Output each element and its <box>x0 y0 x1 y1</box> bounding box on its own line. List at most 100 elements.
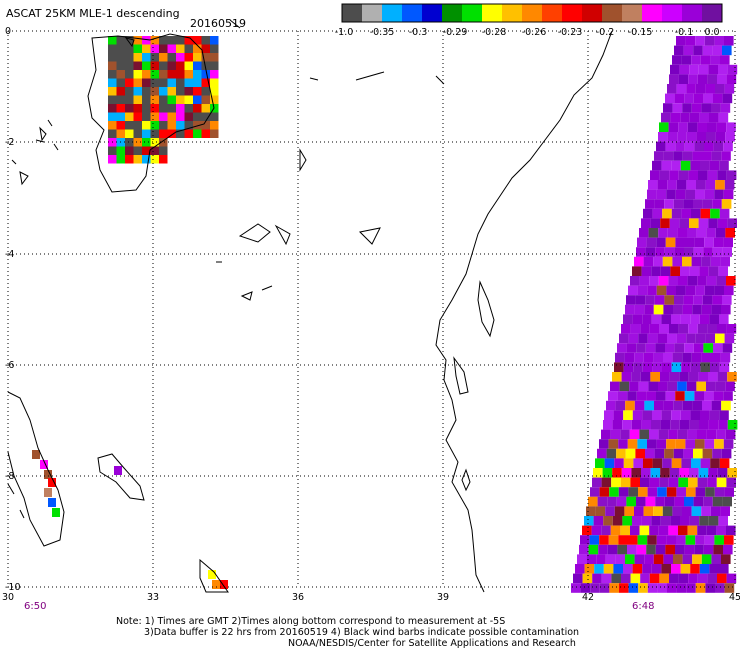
data-cell <box>669 573 679 584</box>
data-cell <box>627 391 637 401</box>
data-cell <box>589 535 600 545</box>
data-cell <box>670 516 680 526</box>
longitude-label: 45 <box>729 592 740 603</box>
data-cell <box>620 525 630 536</box>
data-cell <box>125 104 134 113</box>
data-cell <box>652 160 662 171</box>
data-cell <box>167 95 176 104</box>
data-cell <box>688 372 699 382</box>
data-cell <box>675 237 685 248</box>
data-cell <box>604 458 615 468</box>
data-cell <box>159 155 168 164</box>
data-cell <box>714 487 725 497</box>
data-cell <box>727 468 737 478</box>
data-cell <box>125 70 134 79</box>
data-cell <box>648 228 659 238</box>
data-cell <box>667 84 677 94</box>
colorbar-swatch <box>702 4 723 22</box>
colorbar-swatch <box>362 4 383 22</box>
data-cell <box>142 44 151 53</box>
data-cell <box>605 554 616 564</box>
colorbar-swatch <box>582 4 603 22</box>
data-cell <box>653 554 664 564</box>
data-cell <box>708 266 719 276</box>
data-cell <box>684 93 694 104</box>
data-cell <box>716 122 727 132</box>
data-cell <box>159 95 168 104</box>
data-cell <box>116 129 125 138</box>
data-cell <box>636 247 646 257</box>
data-cell <box>660 218 670 228</box>
data-cell <box>193 121 202 130</box>
data-cell <box>116 95 125 104</box>
data-cell <box>672 506 682 516</box>
data-cell <box>150 78 159 87</box>
data-cell <box>704 189 715 200</box>
data-cell <box>722 343 733 353</box>
data-cell <box>691 352 702 363</box>
data-cell <box>613 410 624 420</box>
data-cell <box>713 343 723 353</box>
data-cell <box>707 477 717 488</box>
data-cell <box>193 78 202 87</box>
data-cell <box>699 420 709 430</box>
data-cell <box>659 477 669 488</box>
data-cell <box>697 74 708 84</box>
data-cell <box>719 208 730 219</box>
data-cell <box>720 256 730 267</box>
data-cell <box>668 525 678 536</box>
data-cell <box>184 104 193 113</box>
data-cell <box>590 583 600 593</box>
data-cell <box>603 420 613 430</box>
data-cell <box>722 93 733 104</box>
data-cell <box>695 333 706 344</box>
data-cell <box>176 70 185 79</box>
data-cell <box>622 516 632 526</box>
data-cell <box>665 343 675 353</box>
data-cell <box>625 400 635 411</box>
colorbar-label: -1.0 <box>335 27 354 38</box>
data-cell <box>133 61 142 70</box>
island-mafia <box>461 468 471 492</box>
data-cell <box>669 324 679 334</box>
data-cell <box>610 525 621 536</box>
data-cell <box>676 535 686 545</box>
data-cell <box>711 304 721 315</box>
data-cell <box>708 218 718 228</box>
data-cell <box>652 208 663 219</box>
data-cell <box>623 362 634 372</box>
data-cell <box>660 372 670 382</box>
data-cell <box>618 439 628 449</box>
data-cell <box>184 95 193 104</box>
data-cell <box>599 439 609 449</box>
data-cell <box>722 295 732 305</box>
data-cell <box>674 343 685 353</box>
data-cell <box>724 180 735 190</box>
data-cell <box>594 564 604 574</box>
data-cell <box>582 573 593 584</box>
colorbar-swatch <box>342 4 363 22</box>
data-cell <box>701 256 711 267</box>
data-cell <box>662 362 672 372</box>
data-cell <box>669 74 679 84</box>
data-cell <box>717 218 728 228</box>
data-cell <box>167 44 176 53</box>
data-cell <box>654 400 664 411</box>
data-cell <box>621 573 631 584</box>
data-cell <box>184 36 193 45</box>
data-cell <box>116 155 125 164</box>
data-cell <box>108 146 117 155</box>
data-cell <box>652 362 662 372</box>
data-cell <box>44 488 52 497</box>
data-cell <box>617 544 627 555</box>
lake-eyasi <box>358 227 381 245</box>
data-cell <box>665 93 675 104</box>
data-cell <box>116 112 125 121</box>
data-cell <box>167 61 176 70</box>
data-cell <box>108 36 117 45</box>
data-cell <box>698 372 708 382</box>
data-cell <box>719 314 729 324</box>
data-cell <box>715 333 725 344</box>
data-cell <box>695 439 705 449</box>
data-cell <box>655 343 665 353</box>
